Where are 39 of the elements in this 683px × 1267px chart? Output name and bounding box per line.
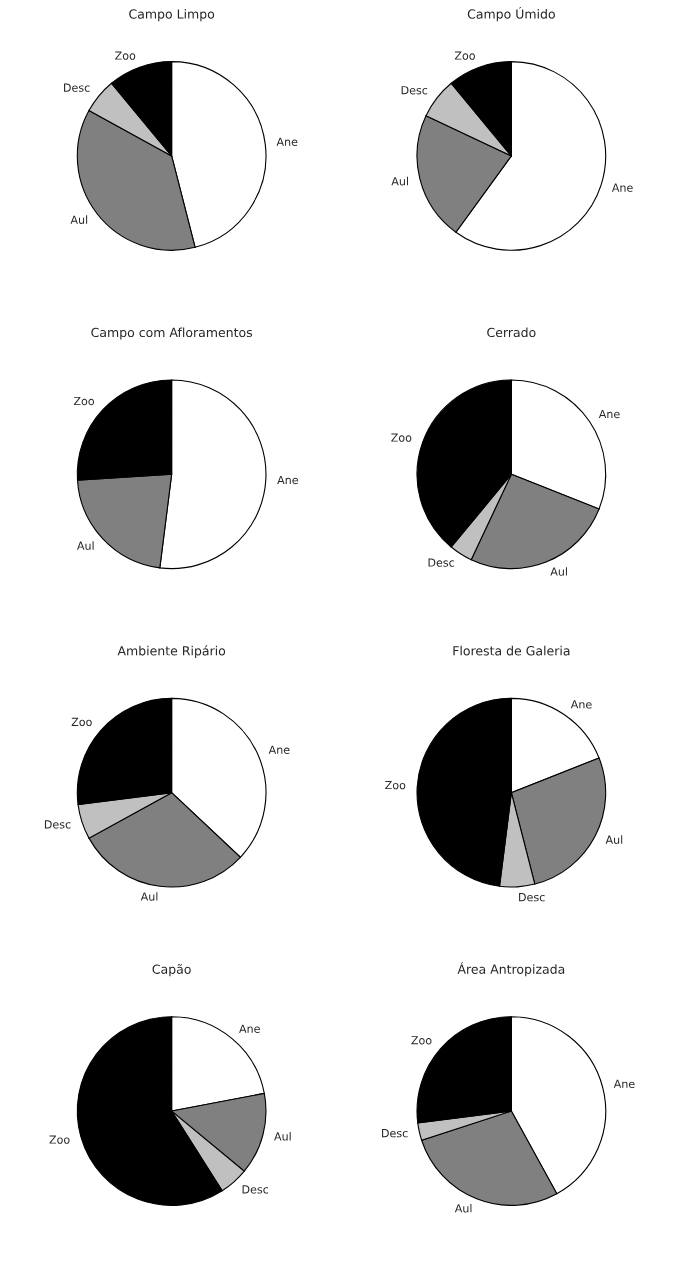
slice-label: Aul	[140, 892, 158, 901]
slice-label: Ane	[277, 475, 298, 485]
slice-label: Ane	[276, 137, 298, 146]
slice-label: Ane	[570, 700, 592, 709]
chart-title: Floresta de Galeria	[453, 645, 570, 656]
slice-label: Zoo	[71, 717, 92, 727]
slice-label: Desc	[64, 83, 90, 92]
chart-title: Campo Limpo	[129, 9, 215, 22]
slice-label: Desc	[401, 86, 428, 95]
slice-label: Desc	[519, 893, 545, 902]
slice-label: Aul	[391, 176, 408, 186]
slice-label: Desc	[44, 820, 71, 829]
slice-label: Desc	[382, 1129, 408, 1138]
slice-label: Zoo	[411, 1036, 432, 1045]
chart-title: Campo com Afloramentos	[91, 327, 253, 340]
slice-label: Ane	[598, 409, 620, 419]
slice-label: Aul	[605, 835, 623, 844]
slice-label: Zoo	[385, 781, 406, 790]
slice-label: Ane	[613, 1079, 635, 1089]
slice-label: Zoo	[454, 51, 475, 60]
slice-label: Zoo	[391, 433, 412, 442]
slice-label: Ane	[239, 1024, 260, 1033]
chart-title: Capão	[152, 964, 191, 977]
slice-label: Zoo	[115, 51, 136, 60]
slice-label: Aul	[274, 1131, 291, 1141]
chart-title: Cerrado	[487, 327, 536, 338]
chart-title: Área Antropizada	[457, 962, 565, 977]
chart-title: Ambiente Ripário	[117, 645, 226, 658]
slice-label: Aul	[76, 541, 94, 550]
slice-label: Aul	[70, 215, 88, 224]
chart-title: Campo Úmido	[467, 7, 555, 22]
slice-label: Ane	[611, 183, 633, 192]
slice-label: Aul	[550, 567, 567, 576]
slice-label: Ane	[268, 745, 290, 754]
slice-label: Desc	[428, 558, 455, 567]
slice-label: Zoo	[49, 1135, 70, 1144]
slice-label: Aul	[454, 1203, 472, 1213]
slice-label: Zoo	[73, 396, 95, 406]
slice-label: Desc	[242, 1185, 269, 1194]
